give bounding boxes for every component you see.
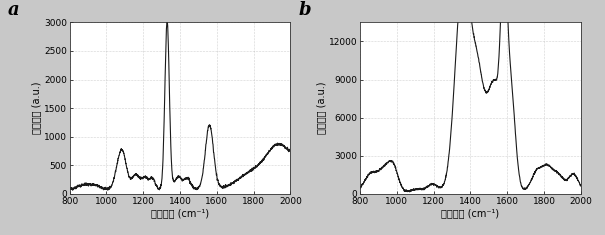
Y-axis label: 拉曼强度 (a.u.): 拉曼强度 (a.u.) <box>316 82 326 134</box>
X-axis label: 拉曼位移 (cm⁻¹): 拉曼位移 (cm⁻¹) <box>441 208 500 218</box>
Y-axis label: 拉曼强度 (a.u.): 拉曼强度 (a.u.) <box>31 82 41 134</box>
Text: a: a <box>8 1 19 19</box>
X-axis label: 拉曼位移 (cm⁻¹): 拉曼位移 (cm⁻¹) <box>151 208 209 218</box>
Text: b: b <box>298 1 311 19</box>
